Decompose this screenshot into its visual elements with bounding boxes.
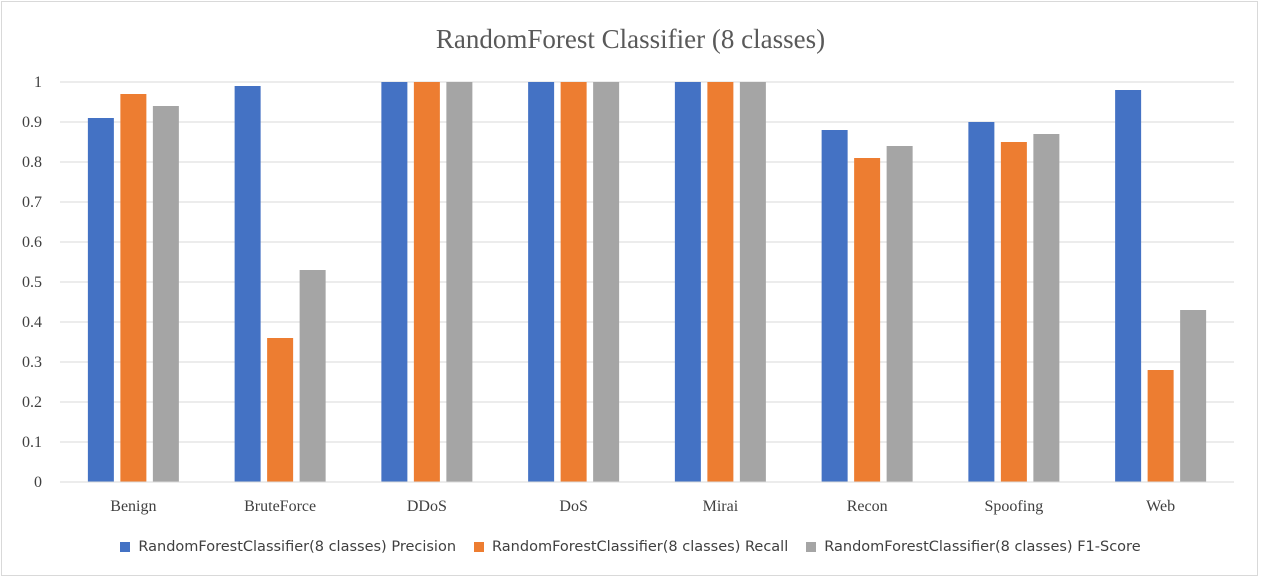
- bar-recon-2: [854, 158, 881, 482]
- bar-ddos-2: [413, 82, 440, 482]
- bar-dos-1: [528, 82, 555, 482]
- x-tick-label: BruteForce: [244, 498, 316, 515]
- bar-web-3: [1180, 310, 1207, 482]
- bar-recon-3: [886, 146, 913, 482]
- y-tick-label: 0.1: [22, 434, 42, 451]
- bar-bruteforce-2: [267, 338, 294, 482]
- y-tick-label: 0.2: [22, 394, 42, 411]
- x-tick-label: Mirai: [703, 498, 739, 515]
- bar-dos-2: [560, 82, 587, 482]
- x-tick-label: Recon: [847, 498, 888, 515]
- x-tick-label: Benign: [110, 498, 156, 515]
- legend-swatch: [120, 542, 131, 552]
- bar-web-1: [1115, 90, 1142, 482]
- legend-item: RandomForestClassifier(8 classes) F1-Sco…: [806, 539, 1141, 555]
- y-tick-label: 0.9: [22, 114, 42, 131]
- bar-benign-2: [120, 94, 147, 482]
- bar-spoofing-3: [1033, 134, 1060, 482]
- legend-swatch: [474, 542, 485, 552]
- legend-label: RandomForestClassifier(8 classes) Precis…: [138, 539, 457, 555]
- x-tick-label: Spoofing: [985, 498, 1044, 515]
- bar-dos-3: [593, 82, 620, 482]
- legend-swatch: [806, 542, 817, 552]
- y-tick-label: 0.6: [22, 234, 42, 251]
- legend-label: RandomForestClassifier(8 classes) Recall: [492, 539, 789, 555]
- y-tick-label: 0.3: [22, 354, 42, 371]
- chart-legend: RandomForestClassifier(8 classes) Precis…: [0, 536, 1261, 558]
- bar-web-2: [1147, 370, 1174, 482]
- bar-spoofing-1: [968, 122, 995, 482]
- y-tick-label: 1: [34, 74, 42, 91]
- y-tick-label: 0.7: [22, 194, 42, 211]
- bar-mirai-2: [707, 82, 734, 482]
- x-tick-label: DDoS: [407, 498, 447, 515]
- bar-ddos-3: [446, 82, 473, 482]
- x-tick-label: Web: [1146, 498, 1175, 515]
- y-tick-label: 0.8: [22, 154, 42, 171]
- y-tick-label: 0.5: [22, 274, 42, 291]
- bar-bruteforce-3: [299, 270, 326, 482]
- chart-title: RandomForest Classifier (8 classes): [435, 24, 826, 54]
- bar-benign-3: [152, 106, 179, 482]
- bar-spoofing-2: [1000, 142, 1027, 482]
- bar-recon-1: [821, 130, 848, 482]
- bar-mirai-3: [739, 82, 766, 482]
- y-tick-label: 0.4: [22, 314, 42, 331]
- bar-ddos-1: [381, 82, 408, 482]
- legend-item: RandomForestClassifier(8 classes) Recall: [474, 539, 788, 555]
- bar-bruteforce-1: [234, 86, 261, 482]
- bar-benign-1: [87, 118, 114, 482]
- bar-mirai-1: [674, 82, 701, 482]
- x-tick-label: DoS: [559, 498, 587, 515]
- y-tick-label: 0: [34, 474, 42, 491]
- legend-label: RandomForestClassifier(8 classes) F1-Sco…: [824, 539, 1141, 555]
- legend-item: RandomForestClassifier(8 classes) Precis…: [120, 539, 456, 555]
